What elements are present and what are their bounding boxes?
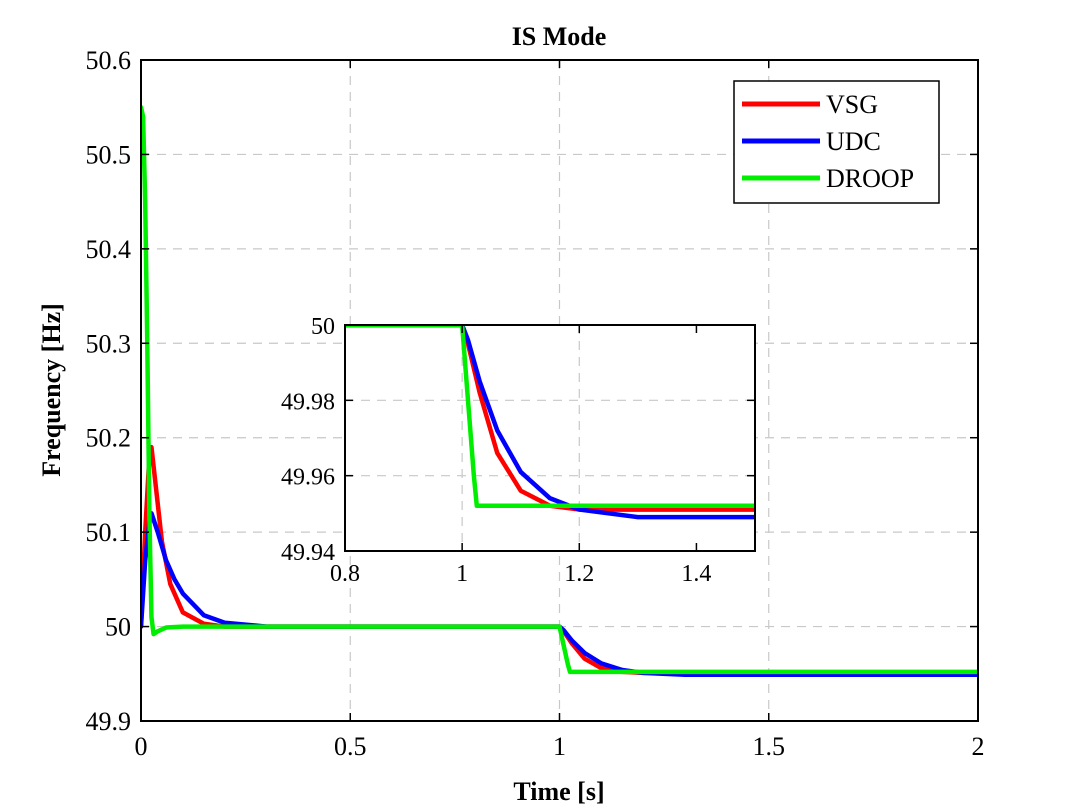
inset-x-tick-label: 1.4	[681, 561, 711, 587]
inset-x-tick-label: 1.2	[564, 561, 594, 587]
legend: VSG UDC DROOP	[733, 80, 940, 204]
inset-series-line-droop	[345, 325, 755, 509]
inset-y-tick-label: 49.96	[281, 465, 335, 491]
inset-plot-frame	[344, 324, 756, 552]
chart-title: IS Mode	[512, 22, 607, 51]
main-series-line-droop	[141, 104, 978, 675]
main-axis-ticks: 0 0.5 1 1.5 2 49.9 50 50.1 50.2 50.3 50.4 50.5 50.6	[86, 46, 985, 761]
main-y-tick-label: 50.3	[86, 329, 132, 358]
legend-label-vsg: VSG	[826, 90, 878, 119]
inset-axis-ticks: 0.8 1 1.2 1.4 49.94 49.96 49.98 50	[281, 314, 755, 587]
inset-series-line-udc	[345, 325, 755, 520]
y-axis-title: Frequency [Hz]	[37, 303, 66, 477]
main-y-tick-label: 49.9	[86, 707, 132, 736]
main-y-tick-label: 50	[105, 613, 131, 642]
inset-x-tick-label: 0.8	[330, 561, 360, 587]
inset-plot-lines	[345, 325, 755, 520]
main-x-tick-label: 1.5	[753, 732, 786, 761]
inset-y-tick-label: 49.98	[281, 389, 335, 415]
main-x-tick-label: 0	[135, 732, 148, 761]
main-y-tick-label: 50.6	[86, 46, 132, 75]
inset-y-tick-label: 49.94	[281, 540, 335, 566]
inset-grid	[345, 325, 755, 551]
main-y-tick-label: 50.5	[86, 140, 132, 169]
inset-background	[345, 325, 755, 551]
main-plot-lines	[141, 104, 978, 677]
x-axis-title: Time [s]	[513, 777, 604, 806]
main-x-tick-label: 2	[972, 732, 985, 761]
inset-x-tick-label: 1	[456, 561, 468, 587]
main-y-tick-label: 50.2	[86, 424, 132, 453]
main-x-tick-label: 0.5	[334, 732, 367, 761]
inset-y-tick-label: 50	[311, 314, 335, 340]
main-x-tick-label: 1	[553, 732, 566, 761]
main-y-tick-label: 50.4	[86, 235, 132, 264]
main-y-tick-label: 50.1	[86, 518, 132, 547]
legend-label-udc: UDC	[826, 127, 881, 156]
legend-label-droop: DROOP	[826, 164, 914, 193]
inset-zoom-plot: 0.8 1 1.2 1.4 49.94 49.96 49.98 50	[281, 314, 756, 587]
